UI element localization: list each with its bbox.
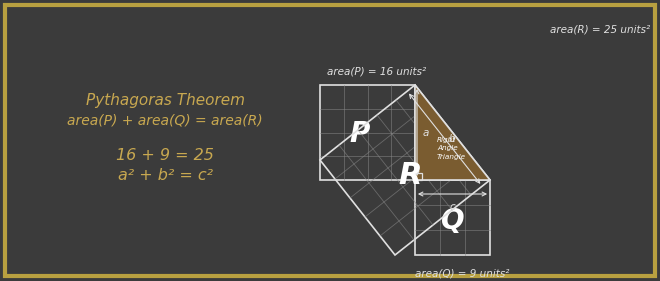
Text: R: R — [398, 160, 422, 189]
Text: c: c — [449, 202, 455, 212]
Text: area(P) = 16 units²: area(P) = 16 units² — [327, 67, 426, 77]
Text: a² + b² = c²: a² + b² = c² — [117, 167, 213, 182]
Text: Right
Angle
Triangle: Right Angle Triangle — [437, 137, 466, 160]
Bar — [320, 85, 415, 180]
Bar — [415, 173, 422, 180]
Text: area(Q) = 9 units²: area(Q) = 9 units² — [415, 269, 510, 279]
Text: b: b — [448, 134, 455, 144]
Bar — [415, 180, 490, 255]
Text: P: P — [350, 120, 370, 148]
Text: a: a — [423, 128, 430, 137]
Text: 16 + 9 = 25: 16 + 9 = 25 — [116, 148, 214, 162]
Text: area(P) + area(Q) = area(R): area(P) + area(Q) = area(R) — [67, 113, 263, 127]
Text: Pythagoras Theorem: Pythagoras Theorem — [86, 92, 244, 108]
Text: Q: Q — [441, 207, 465, 235]
Text: area(R) = 25 units²: area(R) = 25 units² — [550, 24, 650, 34]
Polygon shape — [415, 85, 490, 180]
